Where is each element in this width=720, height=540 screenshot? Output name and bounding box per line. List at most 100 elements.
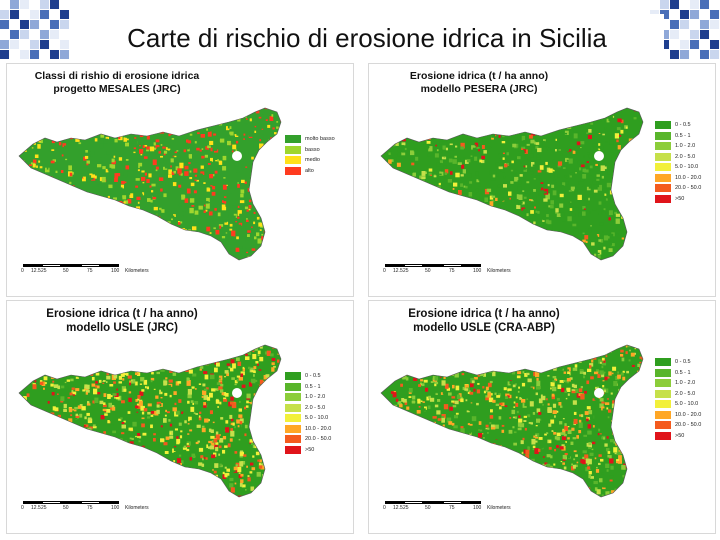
map-legend: 0 - 0.5 0.5 - 1 1.0 - 2.0 2.0 - 5.0 5.0 - 10… bbox=[285, 371, 331, 455]
decorative-tile bbox=[60, 50, 69, 59]
decorative-tile bbox=[0, 10, 9, 19]
decorative-tile bbox=[50, 30, 59, 39]
legend-item: >50 bbox=[285, 445, 331, 456]
sicily-map bbox=[380, 107, 644, 261]
island-outline bbox=[380, 344, 644, 498]
legend-item: 20.0 - 50.0 bbox=[655, 183, 701, 194]
map-panel-pesera: Erosione idrica (t / ha anno) modello PE… bbox=[368, 63, 716, 297]
scale-tick-label: 25 bbox=[403, 505, 409, 511]
sicily-map bbox=[18, 107, 282, 261]
decorative-tile bbox=[50, 20, 59, 29]
legend-label: 2.0 - 5.0 bbox=[675, 153, 696, 160]
legend-swatch bbox=[285, 372, 301, 381]
scale-tick-label: 12.5 bbox=[393, 505, 403, 511]
decorative-tile bbox=[660, 30, 669, 39]
scale-tick-label: 100 bbox=[473, 505, 482, 511]
legend-item: 0 - 0.5 bbox=[285, 371, 331, 382]
decorative-tile bbox=[40, 10, 49, 19]
scale-tick-label: 12.5 bbox=[393, 268, 403, 274]
legend-label: 2.0 - 5.0 bbox=[675, 390, 696, 397]
decorative-tile bbox=[60, 40, 69, 49]
legend-swatch bbox=[655, 194, 671, 203]
legend-item: 0 - 0.5 bbox=[655, 357, 701, 368]
legend-swatch bbox=[655, 142, 671, 151]
scale-bar: 0 12.5 25 50 75 100 Kilometers bbox=[379, 501, 529, 515]
decorative-tile bbox=[30, 40, 39, 49]
decorative-tile bbox=[700, 50, 709, 59]
legend-label: basso bbox=[305, 146, 320, 153]
scale-tick-label: 75 bbox=[87, 505, 93, 511]
decorative-tile bbox=[10, 40, 19, 49]
scale-tick-label: 50 bbox=[63, 268, 69, 274]
legend-label: 20.0 - 50.0 bbox=[305, 436, 332, 443]
decorative-tile bbox=[680, 20, 689, 29]
sicily-map bbox=[18, 344, 282, 498]
decorative-tile bbox=[60, 10, 69, 19]
map-panel-usle-jrc: Erosione idrica (t / ha anno) modello US… bbox=[6, 300, 354, 534]
scale-tick-label: 12.5 bbox=[31, 505, 41, 511]
map-legend: molto basso basso medio alto bbox=[285, 134, 335, 176]
legend-swatch bbox=[285, 382, 301, 391]
erosion-raster bbox=[381, 108, 643, 260]
panel-title: Erosione idrica (t / ha anno) modello US… bbox=[7, 307, 237, 335]
legend-item: 5.0 - 10.0 bbox=[285, 413, 331, 424]
scale-bar: 0 12.5 25 50 75 100 Kilometers bbox=[17, 501, 167, 515]
legend-label: 1.0 - 2.0 bbox=[305, 394, 326, 401]
legend-item: basso bbox=[285, 145, 335, 156]
legend-item: 20.0 - 50.0 bbox=[655, 420, 701, 431]
scale-tick-label: 25 bbox=[403, 268, 409, 274]
decorative-tile bbox=[0, 50, 9, 59]
legend-item: 2.0 - 5.0 bbox=[655, 389, 701, 400]
scale-tick-label: 50 bbox=[63, 505, 69, 511]
panel-title: Erosione idrica (t / ha anno) modello PE… bbox=[369, 70, 589, 96]
legend-swatch bbox=[285, 403, 301, 412]
panel-title-line-2: modello PESERA (JRC) bbox=[420, 83, 538, 95]
decorative-tile bbox=[660, 10, 669, 19]
legend-label: alto bbox=[305, 167, 314, 174]
legend-label: 1.0 - 2.0 bbox=[675, 143, 696, 150]
panel-title-line-2: modello USLE (JRC) bbox=[66, 322, 178, 334]
decorative-tile bbox=[40, 0, 49, 9]
panel-title: Classi di rishio di erosione idrica prog… bbox=[7, 70, 227, 96]
legend-swatch bbox=[655, 358, 671, 367]
legend-item: 0.5 - 1 bbox=[655, 368, 701, 379]
legend-swatch bbox=[655, 368, 671, 377]
legend-label: 20.0 - 50.0 bbox=[675, 185, 702, 192]
decorative-tile bbox=[40, 40, 49, 49]
decorative-tile bbox=[30, 50, 39, 59]
legend-label: 0.5 - 1 bbox=[675, 369, 691, 376]
decorative-tile bbox=[660, 40, 669, 49]
etna-no-data-area bbox=[594, 151, 604, 161]
legend-item: >50 bbox=[655, 194, 701, 205]
panel-title-line-1: Classi di rishio di erosione idrica bbox=[34, 70, 200, 82]
legend-label: 10.0 - 20.0 bbox=[675, 411, 702, 418]
decorative-tile bbox=[710, 50, 719, 59]
decorative-tile bbox=[0, 40, 9, 49]
decorative-tile bbox=[690, 30, 699, 39]
scale-tick-label: 0 bbox=[383, 505, 386, 511]
decorative-tile bbox=[670, 0, 679, 9]
slide-title: Carte di rischio di erosione idrica in S… bbox=[70, 14, 664, 62]
legend-label: 2.0 - 5.0 bbox=[305, 404, 326, 411]
legend-swatch bbox=[655, 184, 671, 193]
scale-tick-label: 100 bbox=[111, 505, 120, 511]
island-outline bbox=[380, 107, 644, 261]
scale-tick-label: 75 bbox=[449, 505, 455, 511]
decorative-tile bbox=[700, 20, 709, 29]
legend-item: medio bbox=[285, 155, 335, 166]
legend-swatch bbox=[285, 145, 301, 154]
legend-swatch bbox=[285, 135, 301, 144]
legend-item: 1.0 - 2.0 bbox=[285, 392, 331, 403]
legend-item: 1.0 - 2.0 bbox=[655, 378, 701, 389]
legend-item: 2.0 - 5.0 bbox=[655, 152, 701, 163]
legend-label: >50 bbox=[675, 432, 685, 439]
panel-title-line-2: modello USLE (CRA-ABP) bbox=[413, 322, 555, 334]
scale-tick-label: 50 bbox=[425, 505, 431, 511]
legend-label: 0.5 - 1 bbox=[675, 132, 691, 139]
legend-item: molto basso bbox=[285, 134, 335, 145]
legend-item: 0.5 - 1 bbox=[655, 131, 701, 142]
scale-tick-label: 50 bbox=[425, 268, 431, 274]
scale-unit-label: Kilometers bbox=[125, 268, 149, 274]
legend-swatch bbox=[655, 389, 671, 398]
legend-swatch bbox=[655, 121, 671, 130]
